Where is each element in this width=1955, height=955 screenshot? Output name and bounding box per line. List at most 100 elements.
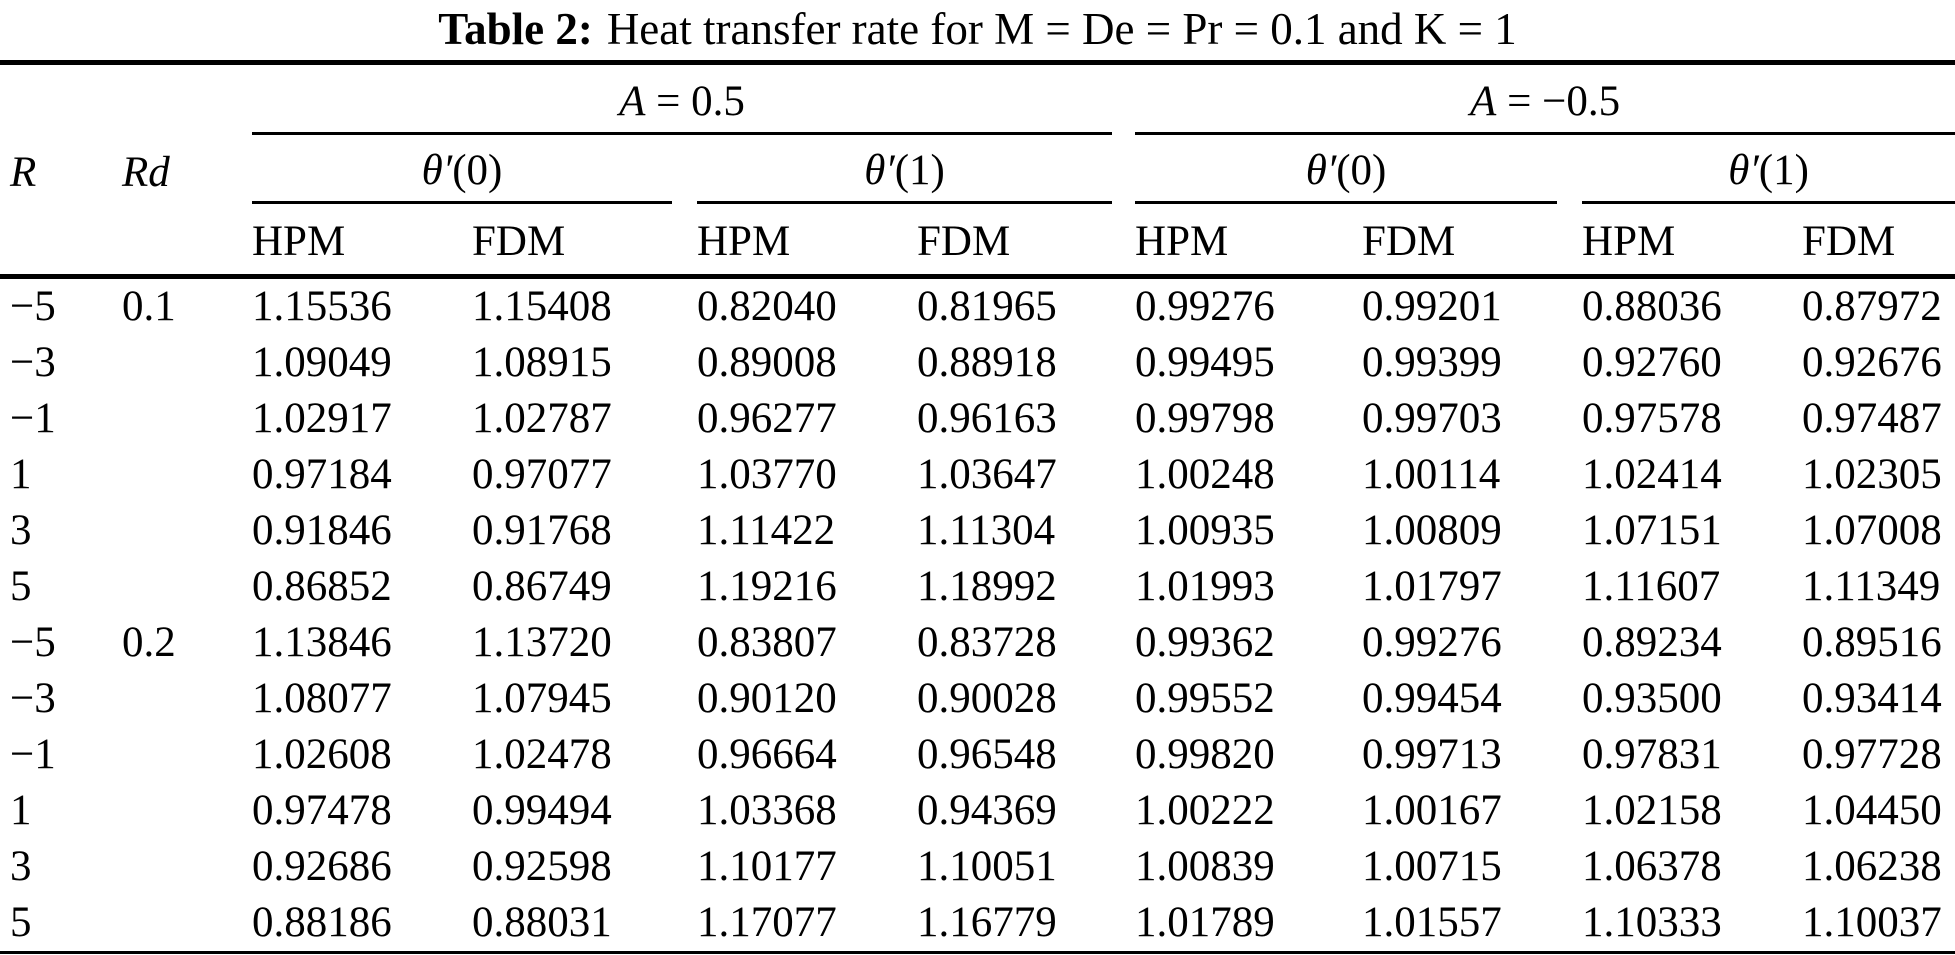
subgroup-theta1-pos: θ′(1) — [697, 135, 1113, 204]
cell-value: 1.07151 — [1582, 507, 1722, 554]
cell-value: 0.89516 — [1802, 619, 1942, 666]
column-spacer — [1112, 60, 1136, 135]
cell-value: 1.11422 — [697, 507, 836, 554]
cell-rd: 0.1 — [122, 283, 176, 330]
column-header-rd: Rd — [122, 149, 170, 196]
cell-value: 1.02414 — [1582, 451, 1722, 498]
cell-value: 0.97578 — [1582, 395, 1722, 442]
cell-value: 1.00839 — [1135, 843, 1275, 890]
table-caption-label: Table 2: — [438, 4, 593, 54]
table-row: −1 1.02608 1.02478 0.96664 0.96548 0.998… — [0, 727, 1955, 783]
cell-value: 0.94369 — [917, 787, 1057, 834]
cell-value: 0.97831 — [1582, 731, 1722, 778]
theta-header-row: R Rd θ′(0) θ′(1) θ′(0) — [0, 135, 1955, 204]
cell-value: 0.99495 — [1135, 339, 1275, 386]
cell-value: 0.86852 — [252, 563, 392, 610]
cell-value: 0.99454 — [1362, 675, 1502, 722]
cell-r: −3 — [10, 675, 56, 722]
cell-value: 0.99399 — [1362, 339, 1502, 386]
cell-rd — [122, 895, 252, 954]
table-row: 3 0.92686 0.92598 1.10177 1.10051 1.0083… — [0, 839, 1955, 895]
group-a-neg-value: = −0.5 — [1496, 78, 1621, 125]
cell-value: 0.87972 — [1802, 283, 1942, 330]
column-spacer — [1112, 277, 1135, 336]
cell-value: 0.96163 — [917, 395, 1057, 442]
column-spacer — [1112, 447, 1135, 503]
theta0-symbol: θ′ — [1305, 147, 1337, 194]
theta0-symbol: θ′ — [421, 147, 453, 194]
cell-r: 1 — [10, 451, 32, 498]
cell-value: 1.03368 — [697, 787, 837, 834]
column-header-fdm: FDM — [472, 204, 697, 279]
cell-r: 5 — [10, 563, 32, 610]
group-header-a-negative: A = −0.5 — [1135, 60, 1955, 135]
column-header-hpm: HPM — [697, 204, 917, 279]
cell-value: 0.92676 — [1802, 339, 1942, 386]
cell-value: 0.99362 — [1135, 619, 1275, 666]
cell-value: 1.11304 — [917, 507, 1056, 554]
group-a-pos-value: = 0.5 — [645, 78, 745, 125]
cell-value: 0.92760 — [1582, 339, 1722, 386]
subgroup-theta0-pos: θ′(0) — [252, 135, 697, 204]
table-row: −3 1.09049 1.08915 0.89008 0.88918 0.994… — [0, 335, 1955, 391]
cell-value: 0.90028 — [917, 675, 1057, 722]
cell-value: 0.86749 — [472, 563, 612, 610]
cell-value: 1.11349 — [1802, 563, 1941, 610]
column-header-r: R — [10, 149, 37, 196]
cell-rd — [122, 671, 252, 727]
cell-value: 1.06238 — [1802, 843, 1942, 890]
cell-r: −1 — [10, 731, 56, 778]
table-body: −5 0.1 1.15536 1.15408 0.82040 0.81965 0… — [0, 277, 1955, 954]
cell-value: 0.88031 — [472, 895, 697, 954]
table-row: −3 1.08077 1.07945 0.90120 0.90028 0.995… — [0, 671, 1955, 727]
cell-value: 0.99820 — [1135, 731, 1275, 778]
cell-value: 1.01993 — [1135, 563, 1275, 610]
cell-value: 1.02787 — [472, 395, 612, 442]
theta1-symbol: θ′ — [864, 147, 895, 194]
cell-rd — [122, 783, 252, 839]
cell-r: −3 — [10, 339, 56, 386]
cell-value: 0.83807 — [697, 619, 837, 666]
cell-value: 0.93414 — [1802, 675, 1942, 722]
table-row: 3 0.91846 0.91768 1.11422 1.11304 1.0093… — [0, 503, 1955, 559]
cell-rd — [122, 335, 252, 391]
cell-value: 1.00222 — [1135, 787, 1275, 834]
cell-value: 1.03647 — [917, 451, 1057, 498]
table-caption: Table 2: Heat transfer rate for M = De = … — [0, 0, 1955, 60]
group-header-a-positive: A = 0.5 — [252, 60, 1113, 135]
cell-value: 0.88918 — [917, 339, 1057, 386]
cell-r: 3 — [10, 843, 32, 890]
cell-value: 1.03770 — [697, 451, 837, 498]
group-a-neg-var: A — [1470, 78, 1497, 125]
column-header-fdm: FDM — [1802, 204, 1955, 279]
cell-value: 1.13846 — [252, 619, 392, 666]
column-spacer — [1112, 895, 1136, 954]
cell-value: 0.92598 — [472, 843, 612, 890]
cell-value: 0.82040 — [697, 283, 837, 330]
cell-value: 1.00114 — [1362, 451, 1501, 498]
cell-value: 1.19216 — [697, 563, 837, 610]
cell-value: 1.00715 — [1362, 843, 1502, 890]
cell-value: 0.96277 — [697, 395, 837, 442]
cell-value: 1.07945 — [472, 675, 612, 722]
cell-r: 3 — [10, 507, 32, 554]
table-row: −1 1.02917 1.02787 0.96277 0.96163 0.997… — [0, 391, 1955, 447]
cell-value: 1.01789 — [1135, 895, 1363, 954]
cell-value: 1.10051 — [917, 843, 1057, 890]
cell-value: 1.13720 — [472, 619, 612, 666]
table-row: 1 0.97184 0.97077 1.03770 1.03647 1.0024… — [0, 447, 1955, 503]
cell-rd — [122, 503, 252, 559]
cell-value: 1.00809 — [1362, 507, 1502, 554]
cell-value: 0.91846 — [252, 507, 392, 554]
theta0-arg: (0) — [452, 147, 503, 194]
cell-r: 5 — [0, 895, 122, 954]
cell-value: 1.06378 — [1582, 843, 1722, 890]
cell-value: 0.92686 — [252, 843, 392, 890]
cell-value: 1.02478 — [472, 731, 612, 778]
cell-value: 0.88186 — [252, 895, 472, 954]
cell-value: 1.10037 — [1802, 895, 1955, 954]
cell-rd — [122, 447, 252, 503]
theta1-arg: (1) — [894, 147, 945, 194]
cell-value: 0.99703 — [1362, 395, 1502, 442]
